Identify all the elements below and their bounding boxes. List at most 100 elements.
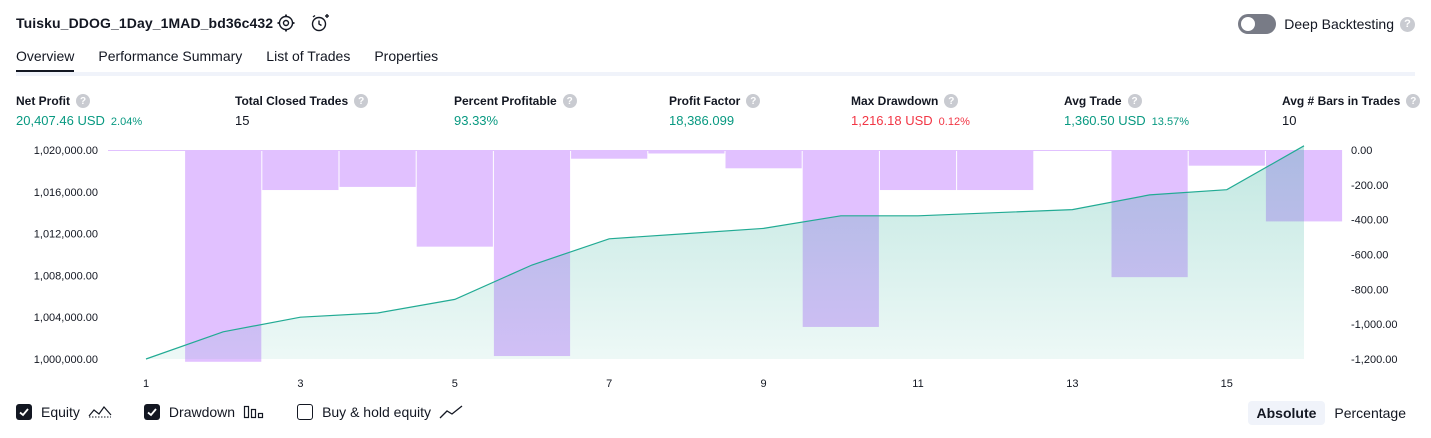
left-axis-tick-label: 1,012,000.00 [34, 229, 98, 241]
drawdown-bar [262, 150, 339, 191]
strategy-title: Tuisku_DDOG_1Day_1MAD_bd36c432 [16, 15, 274, 31]
right-axis-tick-label: -200.00 [1351, 180, 1388, 192]
x-axis-tick-label: 1 [143, 378, 149, 390]
left-axis-tick-label: 1,020,000.00 [34, 145, 98, 157]
drawdown-bar [725, 150, 802, 169]
x-axis-tick-label: 7 [606, 378, 612, 390]
metric-net-profit: Net Profit? 20,407.46 USD 2.04% [16, 94, 142, 128]
legend-buy-hold-equity[interactable]: Buy & hold equity [297, 404, 463, 420]
metric-value: 93.33% [454, 113, 499, 128]
metric-value: 1,216.18 USD [851, 113, 933, 128]
report-tabs: Overview Performance Summary List of Tra… [16, 48, 462, 73]
help-icon[interactable]: ? [562, 94, 577, 108]
metric-label: Net Profit [16, 94, 70, 108]
help-icon[interactable]: ? [1400, 16, 1415, 32]
left-axis: 1,000,000.00 1,004,000.00 1,008,000.00 1,01… [34, 145, 98, 366]
drawdown-bar [571, 150, 648, 159]
buy-hold-checkbox[interactable] [297, 404, 314, 420]
tab-list-of-trades[interactable]: List of Trades [266, 48, 351, 64]
metric-label: Percent Profitable [454, 94, 557, 108]
metric-value: 20,407.46 USD [16, 113, 105, 128]
mode-percentage[interactable]: Percentage [1334, 405, 1406, 421]
settings-gear-icon[interactable] [276, 13, 296, 33]
legend-label: Buy & hold equity [322, 404, 432, 420]
left-axis-tick-label: 1,008,000.00 [34, 270, 98, 282]
equity-series [145, 145, 1305, 360]
metric-total-closed-trades: Total Closed Trades? 15 [235, 94, 369, 128]
metric-percent: 0.12% [938, 116, 970, 128]
metric-profit-factor: Profit Factor? 18,386.099 [669, 94, 761, 128]
right-axis-tick-label: -400.00 [1351, 215, 1388, 227]
legend-label: Drawdown [168, 404, 236, 420]
drawdown-bar [879, 150, 957, 191]
metric-label: Total Closed Trades [235, 94, 349, 108]
metric-percent: 13.57% [1151, 116, 1189, 128]
x-axis: 1 3 5 7 9 11 13 15 [143, 378, 1233, 390]
equity-drawdown-chart: 1,000,000.00 1,004,000.00 1,008,000.00 1,01… [34, 145, 1398, 390]
buy-hold-line-icon [439, 405, 463, 419]
left-axis-tick-label: 1,000,000.00 [34, 354, 98, 366]
metric-value: 10 [1282, 113, 1297, 128]
metric-percent: 2.04% [110, 116, 143, 128]
drawdown-bar [416, 150, 493, 247]
right-axis-tick-label: -600.00 [1351, 250, 1388, 262]
right-axis-tick-label: -1,200.00 [1351, 354, 1397, 366]
drawdown-bar [339, 150, 416, 187]
help-icon[interactable]: ? [746, 94, 761, 108]
x-axis-tick-label: 11 [912, 378, 923, 390]
metric-max-drawdown: Max Drawdown? 1,216.18 USD 0.12% [851, 94, 970, 128]
x-axis-tick-label: 9 [761, 378, 767, 390]
left-axis-tick-label: 1,016,000.00 [34, 187, 98, 199]
check-icon [147, 408, 157, 417]
drawdown-bars-icon [243, 405, 264, 419]
x-axis-tick-label: 5 [452, 378, 458, 390]
metric-avg-trade: Avg Trade? 1,360.50 USD 13.57% [1064, 94, 1189, 128]
metric-label: Avg Trade [1064, 94, 1122, 108]
help-icon[interactable]: ? [76, 94, 90, 108]
left-axis-tick-label: 1,004,000.00 [34, 312, 98, 324]
x-axis-tick-label: 15 [1221, 378, 1233, 390]
x-axis-tick-label: 13 [1066, 378, 1078, 390]
right-axis-tick-label: 0.00 [1351, 145, 1372, 157]
legend-equity[interactable]: Equity [16, 404, 112, 420]
right-axis: 0.00 -200.00 -400.00 -600.00 -800.00 -1,000.0… [1351, 145, 1397, 366]
legend-drawdown[interactable]: Drawdown [143, 404, 265, 420]
equity-line [145, 145, 1305, 360]
display-mode-toggle: Absolute Percentage [1247, 401, 1416, 425]
deep-backtesting-label: Deep Backtesting [1284, 16, 1394, 32]
deep-backtesting-toggle[interactable] [1238, 14, 1277, 34]
tab-performance-summary[interactable]: Performance Summary [98, 48, 243, 64]
right-axis-tick-label: -800.00 [1351, 284, 1388, 296]
metric-value: 15 [235, 113, 250, 128]
help-icon[interactable]: ? [1406, 94, 1421, 108]
tab-overview[interactable]: Overview [16, 48, 75, 73]
equity-line-icon [88, 406, 112, 418]
tab-divider [16, 72, 1415, 76]
metric-label: Avg # Bars in Trades [1282, 94, 1401, 108]
mode-absolute[interactable]: Absolute [1247, 401, 1326, 425]
equity-area [146, 145, 1304, 359]
right-axis-tick-label: -1,000.00 [1351, 319, 1397, 331]
toggle-knob [1241, 17, 1256, 31]
chart-legend: Equity Drawdown Buy & hold equity [16, 404, 495, 420]
tab-properties[interactable]: Properties [374, 48, 439, 64]
drawdown-checkbox[interactable] [143, 404, 160, 420]
metric-label: Max Drawdown [851, 94, 939, 108]
metric-avg-bars-in-trades: Avg # Bars in Trades? 10 [1282, 94, 1421, 128]
help-icon[interactable]: ? [1127, 94, 1142, 108]
equity-checkbox[interactable] [16, 404, 32, 420]
help-icon[interactable]: ? [354, 94, 369, 108]
check-icon [19, 408, 29, 417]
drawdown-bar [957, 150, 1034, 191]
help-icon[interactable]: ? [944, 94, 959, 108]
metric-percent-profitable: Percent Profitable? 93.33% [454, 94, 577, 128]
metric-value: 18,386.099 [669, 113, 735, 128]
deep-backtesting-toggle-group: Deep Backtesting ? [1238, 14, 1415, 34]
x-axis-tick-label: 3 [297, 378, 303, 390]
drawdown-bar [648, 150, 725, 154]
metric-value: 1,360.50 USD [1064, 113, 1146, 128]
drawdown-bar [1188, 150, 1265, 166]
legend-label: Equity [41, 404, 80, 420]
metric-label: Profit Factor [669, 94, 741, 108]
add-alert-clock-icon[interactable] [310, 13, 330, 33]
